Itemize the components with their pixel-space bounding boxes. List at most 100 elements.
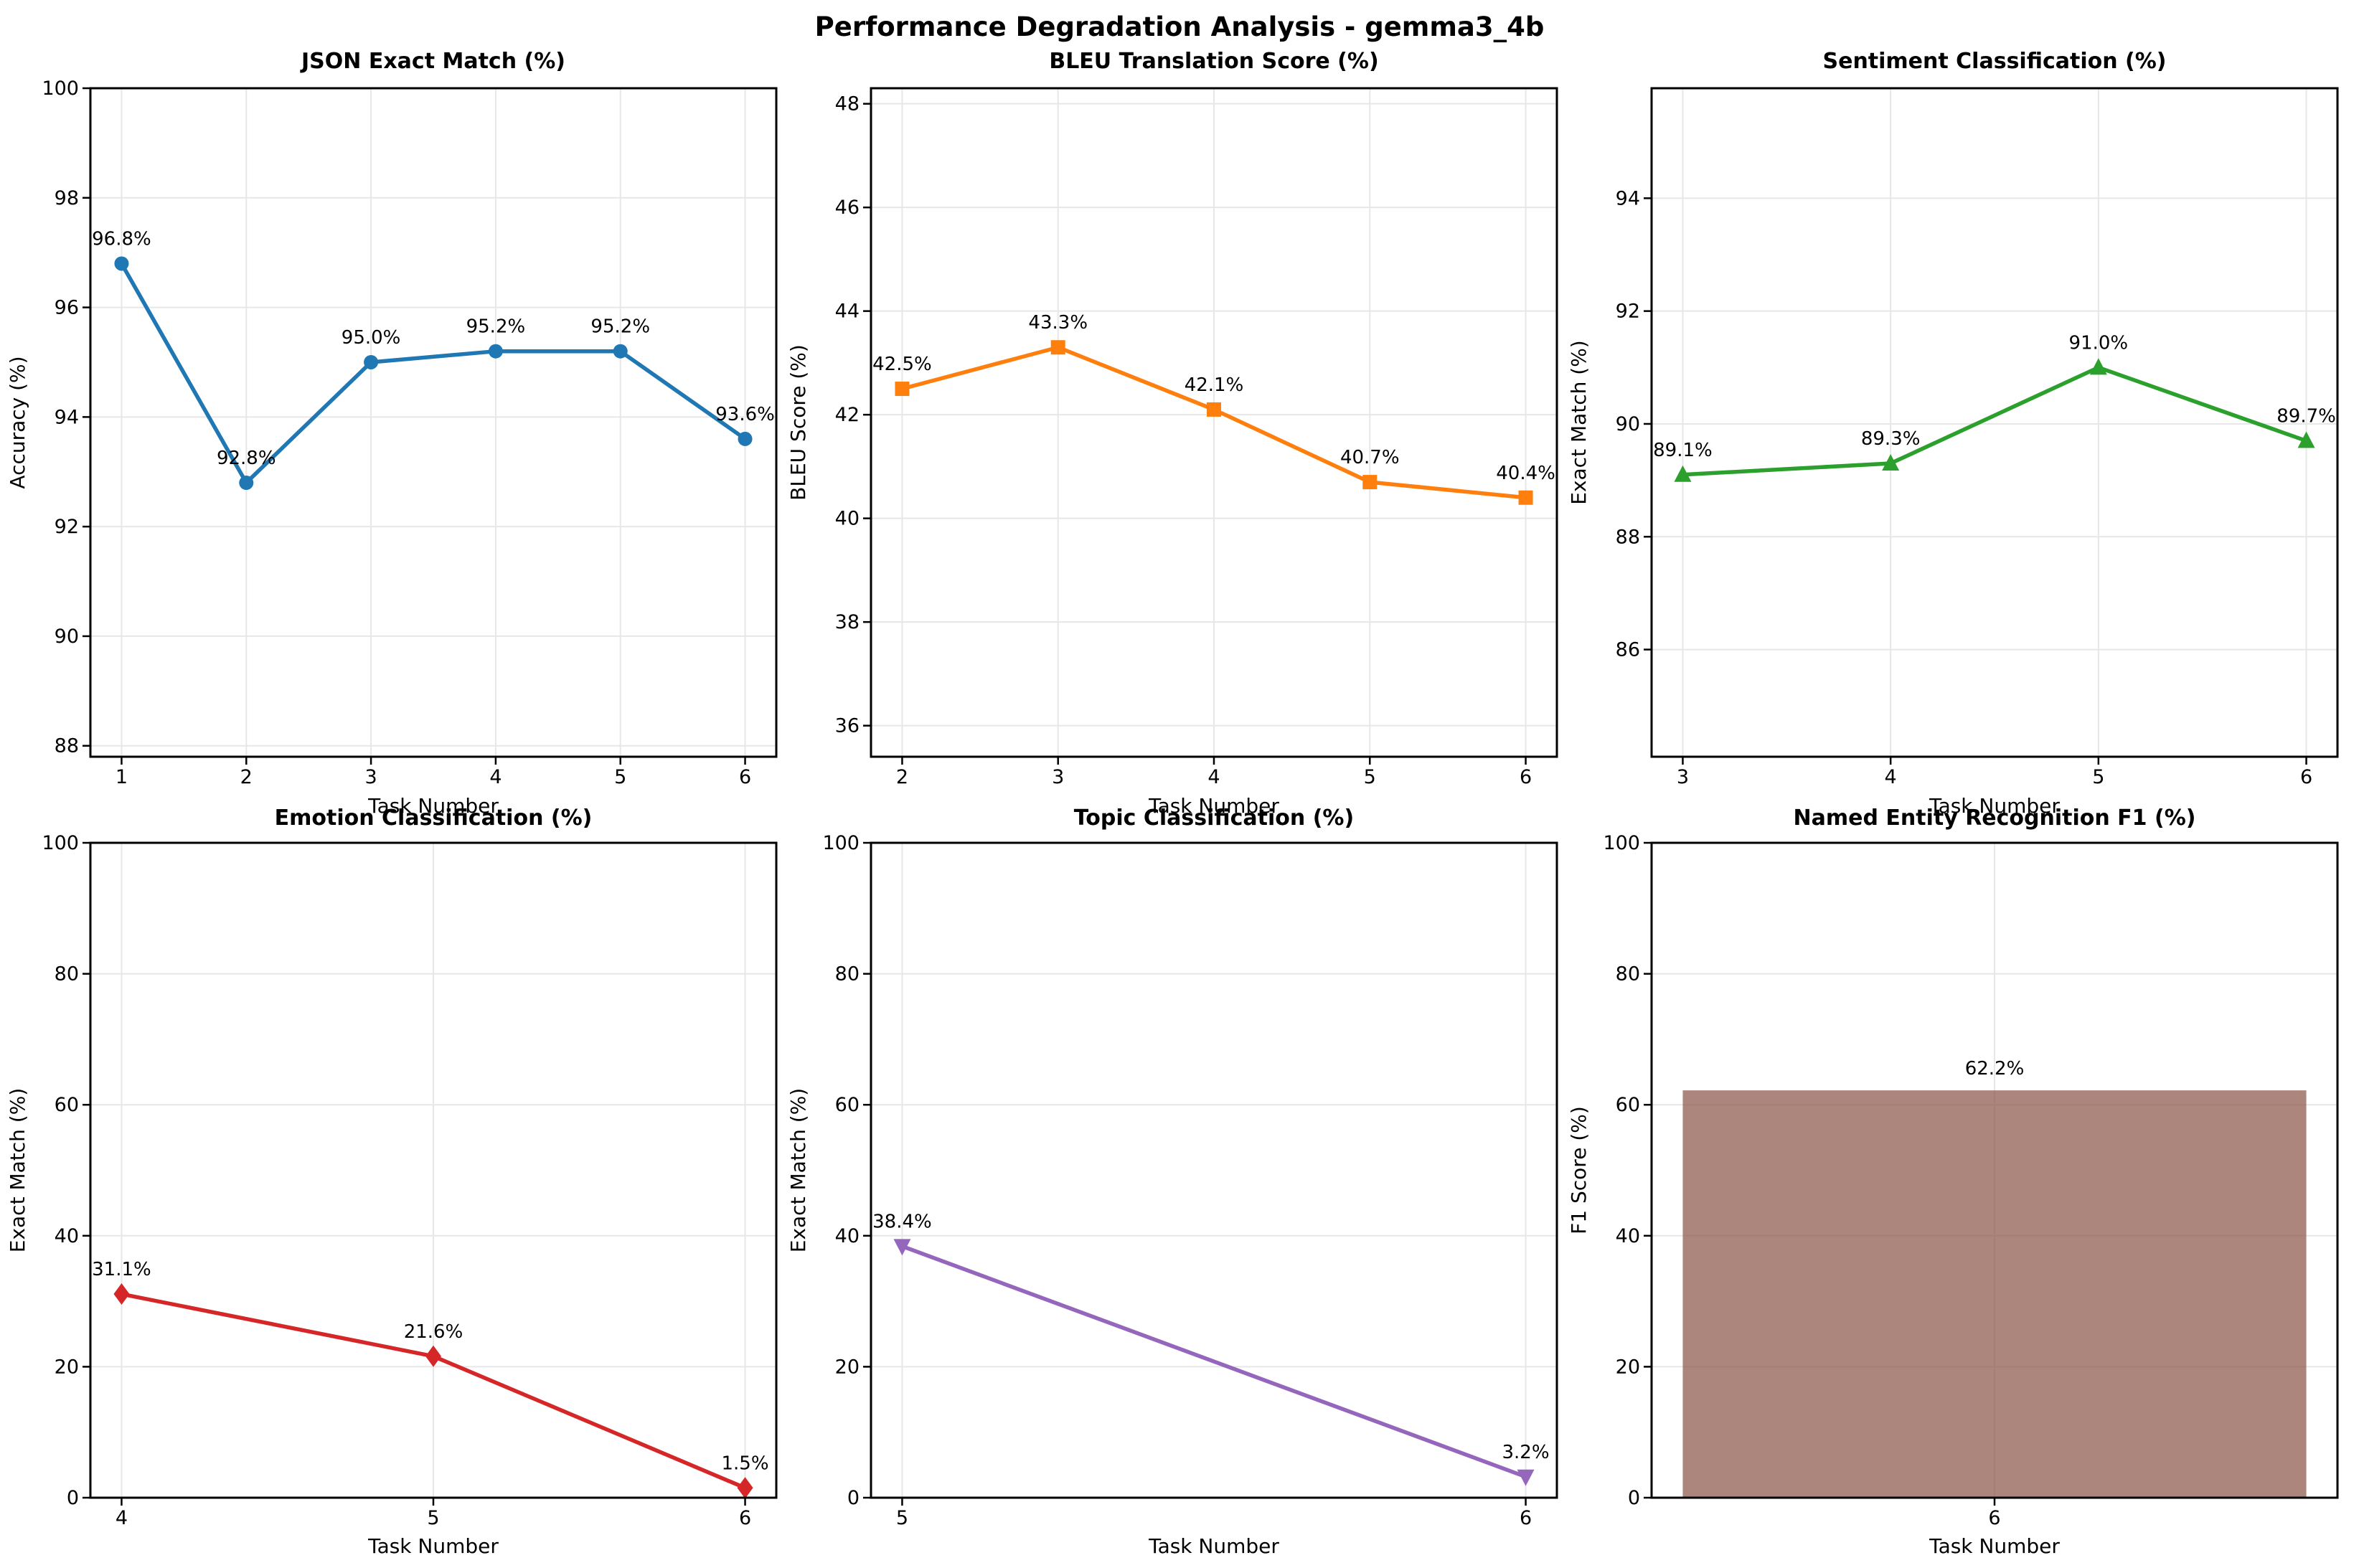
y-tick-label: 100 <box>42 832 79 854</box>
y-tick-label: 44 <box>835 301 860 323</box>
x-axis-label: Task Number <box>367 794 499 818</box>
data-point-marker <box>738 431 753 446</box>
y-axis-label: Exact Match (%) <box>6 1088 29 1252</box>
chart-title: Named Entity Recognition F1 (%) <box>1794 806 2196 831</box>
y-tick-label: 40 <box>1616 1225 1640 1247</box>
y-tick-label: 20 <box>55 1356 79 1378</box>
y-tick-label: 98 <box>55 187 79 209</box>
point-value-label: 93.6% <box>715 404 775 425</box>
bar <box>1682 1090 2307 1498</box>
data-point-marker <box>2297 431 2315 448</box>
y-tick-label: 40 <box>835 508 860 530</box>
series-line <box>900 1244 1528 1479</box>
plot-border <box>870 841 1558 1499</box>
x-tick-label: 5 <box>427 1507 439 1529</box>
y-tick-label: 60 <box>835 1094 860 1116</box>
point-value-label: 96.8% <box>92 228 151 250</box>
data-point-marker <box>239 476 254 491</box>
y-tick-label: 42 <box>835 404 860 426</box>
point-value-label: 89.3% <box>1861 428 1921 450</box>
y-tick-label: 90 <box>1616 413 1640 435</box>
y-tick-label: 86 <box>1616 639 1640 661</box>
data-point-marker <box>1518 490 1533 505</box>
x-tick-label: 3 <box>1677 766 1689 788</box>
y-tick-label: 88 <box>1616 526 1640 548</box>
figure-title: Performance Degradation Analysis - gemma… <box>814 11 1545 42</box>
x-tick-label: 6 <box>739 766 751 788</box>
bar-value-label: 62.2% <box>1965 1058 2025 1080</box>
data-point-marker <box>364 354 379 369</box>
data-point-marker <box>2089 358 2107 375</box>
y-tick-label: 90 <box>55 625 79 648</box>
data-point-marker <box>1362 475 1378 490</box>
x-tick-label: 4 <box>116 1507 128 1529</box>
data-point-marker <box>113 1283 130 1305</box>
series-line <box>119 261 748 485</box>
x-tick-label: 6 <box>1520 766 1532 788</box>
y-tick-label: 20 <box>1616 1356 1640 1378</box>
y-tick-label: 40 <box>55 1225 79 1247</box>
y-tick-label: 94 <box>1616 187 1640 209</box>
x-axis-label: Task Number <box>1929 794 2060 818</box>
chart-title: JSON Exact Match (%) <box>300 49 565 74</box>
y-axis-label: Exact Match (%) <box>786 1088 810 1252</box>
x-tick-label: 2 <box>896 766 908 788</box>
data-point-marker <box>1517 1469 1535 1486</box>
x-tick-label: 6 <box>1520 1507 1532 1529</box>
subplot: 89.1% 89.3% 91.0% 89.7% 3 4 5 6 86 88 90 92 94 Sentim… <box>1567 49 2339 818</box>
x-tick-label: 6 <box>1988 1507 2000 1529</box>
data-point-marker <box>893 1239 911 1256</box>
x-axis-label: Task Number <box>1148 1534 1279 1558</box>
data-point-marker <box>488 344 503 359</box>
y-axis-label: F1 Score (%) <box>1567 1106 1591 1234</box>
data-point-marker <box>425 1345 441 1367</box>
x-tick-label: 4 <box>1207 766 1220 788</box>
x-axis-label: Task Number <box>367 1534 499 1558</box>
y-tick-label: 20 <box>835 1356 860 1378</box>
point-value-label: 38.4% <box>872 1211 932 1232</box>
data-point-marker <box>1207 402 1221 417</box>
y-axis-label: Accuracy (%) <box>6 356 29 488</box>
x-tick-label: 5 <box>1364 766 1376 788</box>
point-value-label: 40.4% <box>1496 463 1555 484</box>
y-tick-label: 88 <box>55 735 79 757</box>
data-point-marker <box>737 1477 753 1499</box>
y-tick-label: 60 <box>55 1094 79 1116</box>
data-point-marker <box>613 344 628 359</box>
y-axis-label: Exact Match (%) <box>1567 340 1591 504</box>
subplot: 96.8% 92.8% 95.0% 95.2% 95.2% 93.6% 1 2 3 4 5 6 88 90… <box>6 49 778 818</box>
point-value-label: 89.1% <box>1653 440 1713 461</box>
point-value-label: 42.1% <box>1185 374 1244 396</box>
data-point-marker <box>114 256 129 271</box>
x-tick-label: 2 <box>240 766 253 788</box>
x-axis-label: Task Number <box>1148 794 1279 818</box>
point-value-label: 40.7% <box>1340 447 1400 468</box>
y-tick-label: 100 <box>1603 832 1640 854</box>
x-axis-label: Task Number <box>1929 1534 2060 1558</box>
point-value-label: 3.2% <box>1502 1442 1550 1463</box>
y-tick-label: 100 <box>822 832 860 854</box>
x-tick-label: 3 <box>364 766 377 788</box>
point-value-label: 31.1% <box>92 1259 151 1280</box>
y-tick-label: 100 <box>42 77 79 100</box>
y-tick-label: 96 <box>55 297 79 319</box>
x-tick-label: 5 <box>2092 766 2104 788</box>
x-tick-label: 5 <box>614 766 626 788</box>
plot-border <box>1650 87 2339 758</box>
x-tick-label: 1 <box>116 766 128 788</box>
chart-title: Emotion Classification (%) <box>275 806 593 831</box>
y-tick-label: 48 <box>835 93 860 115</box>
data-point-marker <box>1882 454 1900 471</box>
y-tick-label: 80 <box>835 963 860 986</box>
point-value-label: 43.3% <box>1028 312 1088 334</box>
point-value-label: 95.2% <box>466 316 526 338</box>
point-value-label: 21.6% <box>404 1321 463 1343</box>
point-value-label: 89.7% <box>2276 406 2336 428</box>
point-value-label: 42.5% <box>872 354 932 375</box>
y-tick-label: 60 <box>1616 1094 1640 1116</box>
